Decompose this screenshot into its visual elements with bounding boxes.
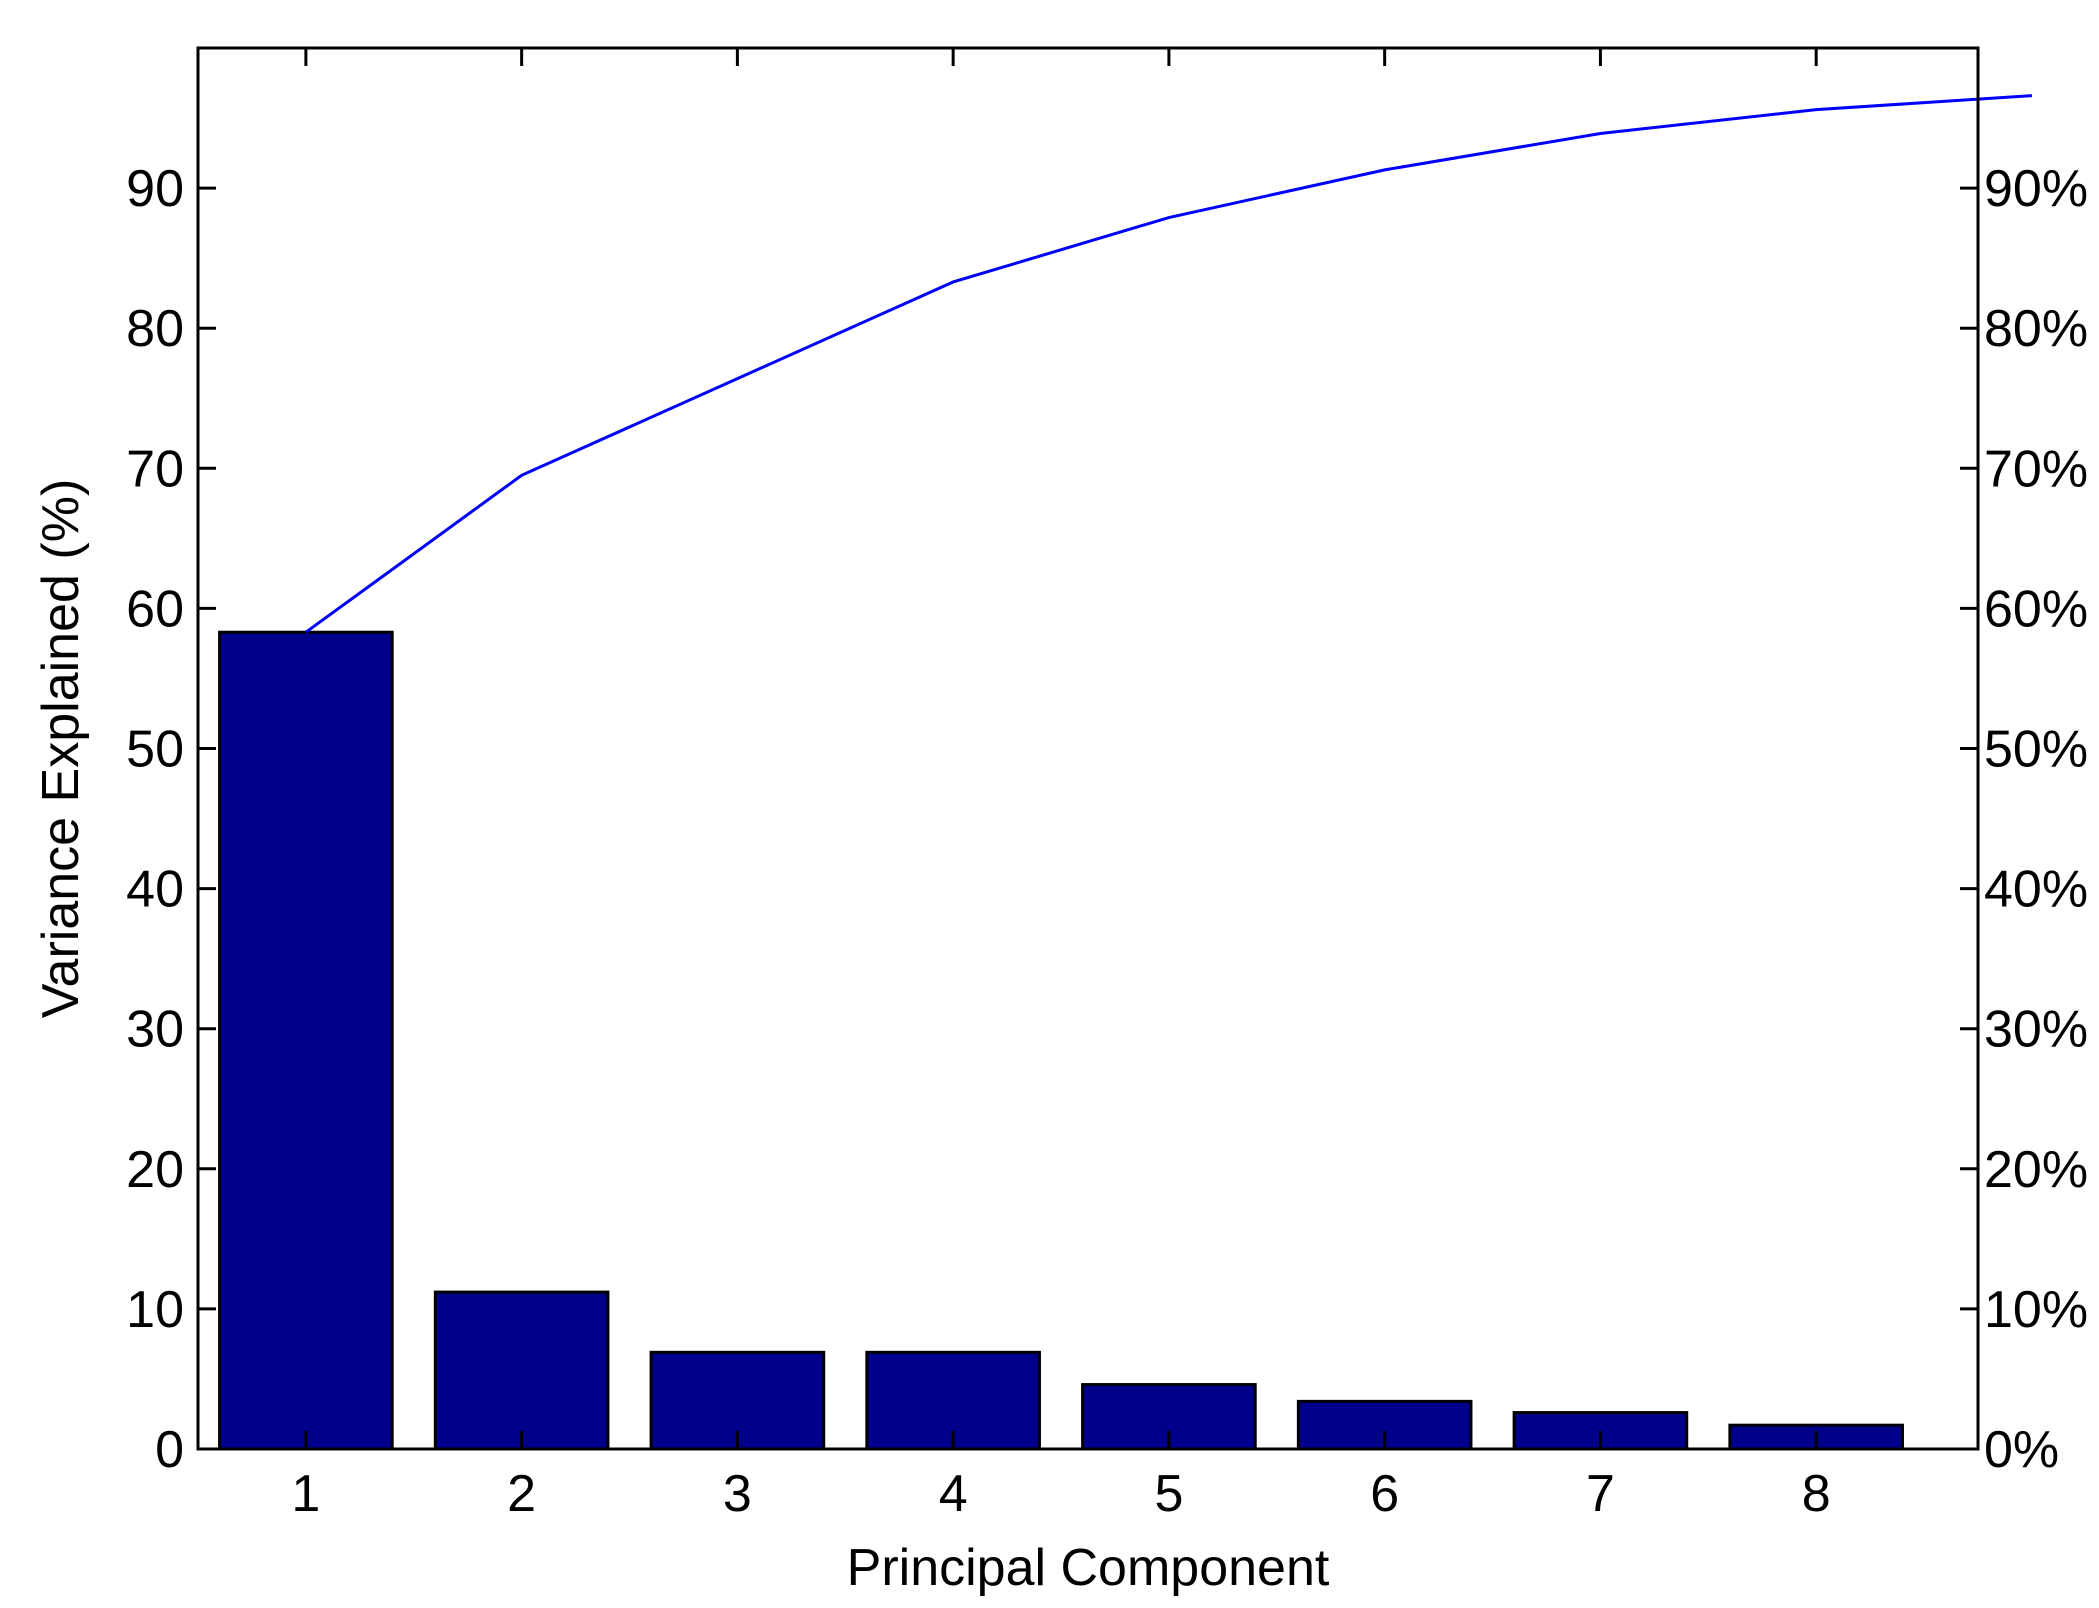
y-tick-label-50: 50 — [126, 721, 184, 779]
y-tick-label-10: 10 — [126, 1281, 184, 1339]
x-tick-label-6: 6 — [1370, 1465, 1399, 1523]
bar-2 — [433, 1290, 610, 1451]
x-tick-label-2: 2 — [507, 1465, 536, 1523]
y2-tick-label-50: 50% — [1984, 721, 2088, 779]
y-tick-label-90: 90 — [126, 160, 184, 218]
cumulative-line-layer — [304, 94, 2033, 634]
x-axis-title: Principal Component — [847, 1539, 1330, 1597]
y2-tick-label-70: 70% — [1984, 440, 2088, 498]
tick-labels-layer: 0 10 20 30 40 50 60 70 80 90 0% 10% 20% 30% 40% 50% 60% 7… — [126, 160, 2088, 1523]
y2-tick-label-90: 90% — [1984, 160, 2088, 218]
y2-tick-label-80: 80% — [1984, 300, 2088, 358]
y-tick-label-80: 80 — [126, 300, 184, 358]
y2-tick-label-40: 40% — [1984, 861, 2088, 919]
x-tick-label-5: 5 — [1154, 1465, 1183, 1523]
x-tick-label-8: 8 — [1802, 1465, 1831, 1523]
y2-tick-label-60: 60% — [1984, 580, 2088, 638]
y-tick-label-40: 40 — [126, 861, 184, 919]
x-tick-label-4: 4 — [939, 1465, 968, 1523]
x-tick-label-1: 1 — [291, 1465, 320, 1523]
cumulative-line — [304, 94, 2033, 634]
bars-layer — [218, 630, 1904, 1451]
y-tick-label-30: 30 — [126, 1001, 184, 1059]
bar-1 — [218, 630, 394, 1451]
y-tick-label-20: 20 — [126, 1141, 184, 1199]
y-tick-label-60: 60 — [126, 580, 184, 638]
y-axis-title: Variance Explained (%) — [32, 479, 90, 1019]
y2-tick-label-0: 0% — [1984, 1421, 2059, 1479]
y2-tick-label-10: 10% — [1984, 1281, 2088, 1339]
y-tick-label-70: 70 — [126, 440, 184, 498]
x-tick-label-7: 7 — [1586, 1465, 1615, 1523]
axes-box — [196, 46, 1980, 1451]
x-tick-label-3: 3 — [723, 1465, 752, 1523]
axes-layer — [196, 46, 1980, 1451]
y2-tick-label-20: 20% — [1984, 1141, 2088, 1199]
y-tick-label-0: 0 — [155, 1421, 184, 1479]
y2-tick-label-30: 30% — [1984, 1001, 2088, 1059]
